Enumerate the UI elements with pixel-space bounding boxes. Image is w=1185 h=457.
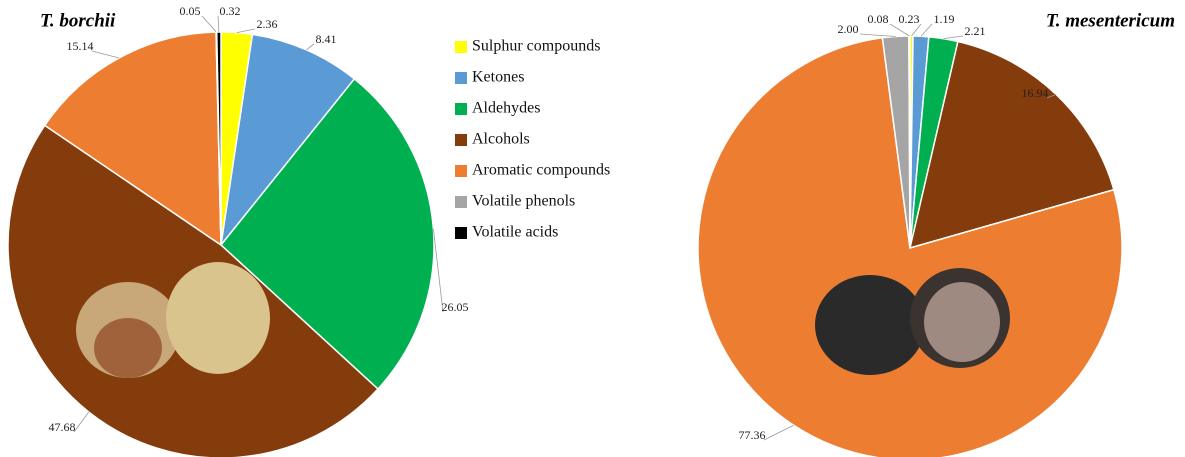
legend-swatch	[455, 41, 467, 53]
legend-swatch	[455, 227, 467, 239]
legend-label: Aldehydes	[472, 100, 540, 117]
leader-line	[218, 16, 219, 32]
chart-title: T. borchii	[40, 10, 116, 31]
data-label: 47.68	[49, 420, 76, 434]
chart-title: T. mesentericum	[1046, 10, 1175, 31]
truffle-shape	[94, 318, 162, 378]
legend-label: Alcohols	[472, 131, 530, 148]
legend-swatch	[455, 196, 467, 208]
legend-label: Aromatic compounds	[472, 162, 610, 179]
data-label: 26.05	[442, 300, 469, 314]
truffle-shape	[815, 275, 925, 375]
legend-label: Volatile phenols	[472, 193, 575, 210]
leader-line	[92, 51, 119, 58]
data-label: 16.94	[1022, 86, 1049, 100]
data-label: 2.36	[257, 17, 278, 31]
truffle-shape	[924, 282, 1000, 362]
leader-line	[764, 425, 794, 440]
data-label: 2.21	[965, 24, 986, 38]
leader-line	[912, 24, 921, 36]
legend-swatch	[455, 103, 467, 115]
legend-swatch	[455, 165, 467, 177]
chart: 2.36 8.41 26.05 47.68 15.14 0.05 0.32 T. borchi…	[0, 0, 1185, 457]
legend-label: Sulphur compounds	[472, 38, 600, 55]
leader-line	[860, 34, 896, 36]
leader-line	[306, 44, 314, 50]
legend-swatch	[455, 134, 467, 146]
data-label: 77.36	[739, 428, 766, 442]
legend-label: Ketones	[472, 69, 524, 86]
data-label: 0.08	[868, 12, 889, 26]
data-label: 0.23	[899, 12, 920, 26]
leader-line	[74, 412, 89, 432]
truffle-images	[76, 262, 1010, 378]
leader-line	[890, 24, 909, 36]
data-label: 1.19	[934, 12, 955, 26]
legend-swatch	[455, 72, 467, 84]
truffle-shape	[166, 262, 270, 374]
leader-line	[202, 16, 216, 32]
data-label: 0.32	[220, 4, 241, 18]
data-label: 8.41	[316, 32, 337, 46]
leader-line	[943, 36, 963, 39]
legend-label: Volatile acids	[472, 224, 558, 241]
data-label: 15.14	[67, 39, 94, 53]
data-label: 2.00	[838, 22, 859, 36]
pie-slice	[909, 36, 910, 248]
leader-line	[921, 24, 932, 36]
data-label: 0.05	[180, 4, 201, 18]
leader-line	[237, 29, 255, 33]
